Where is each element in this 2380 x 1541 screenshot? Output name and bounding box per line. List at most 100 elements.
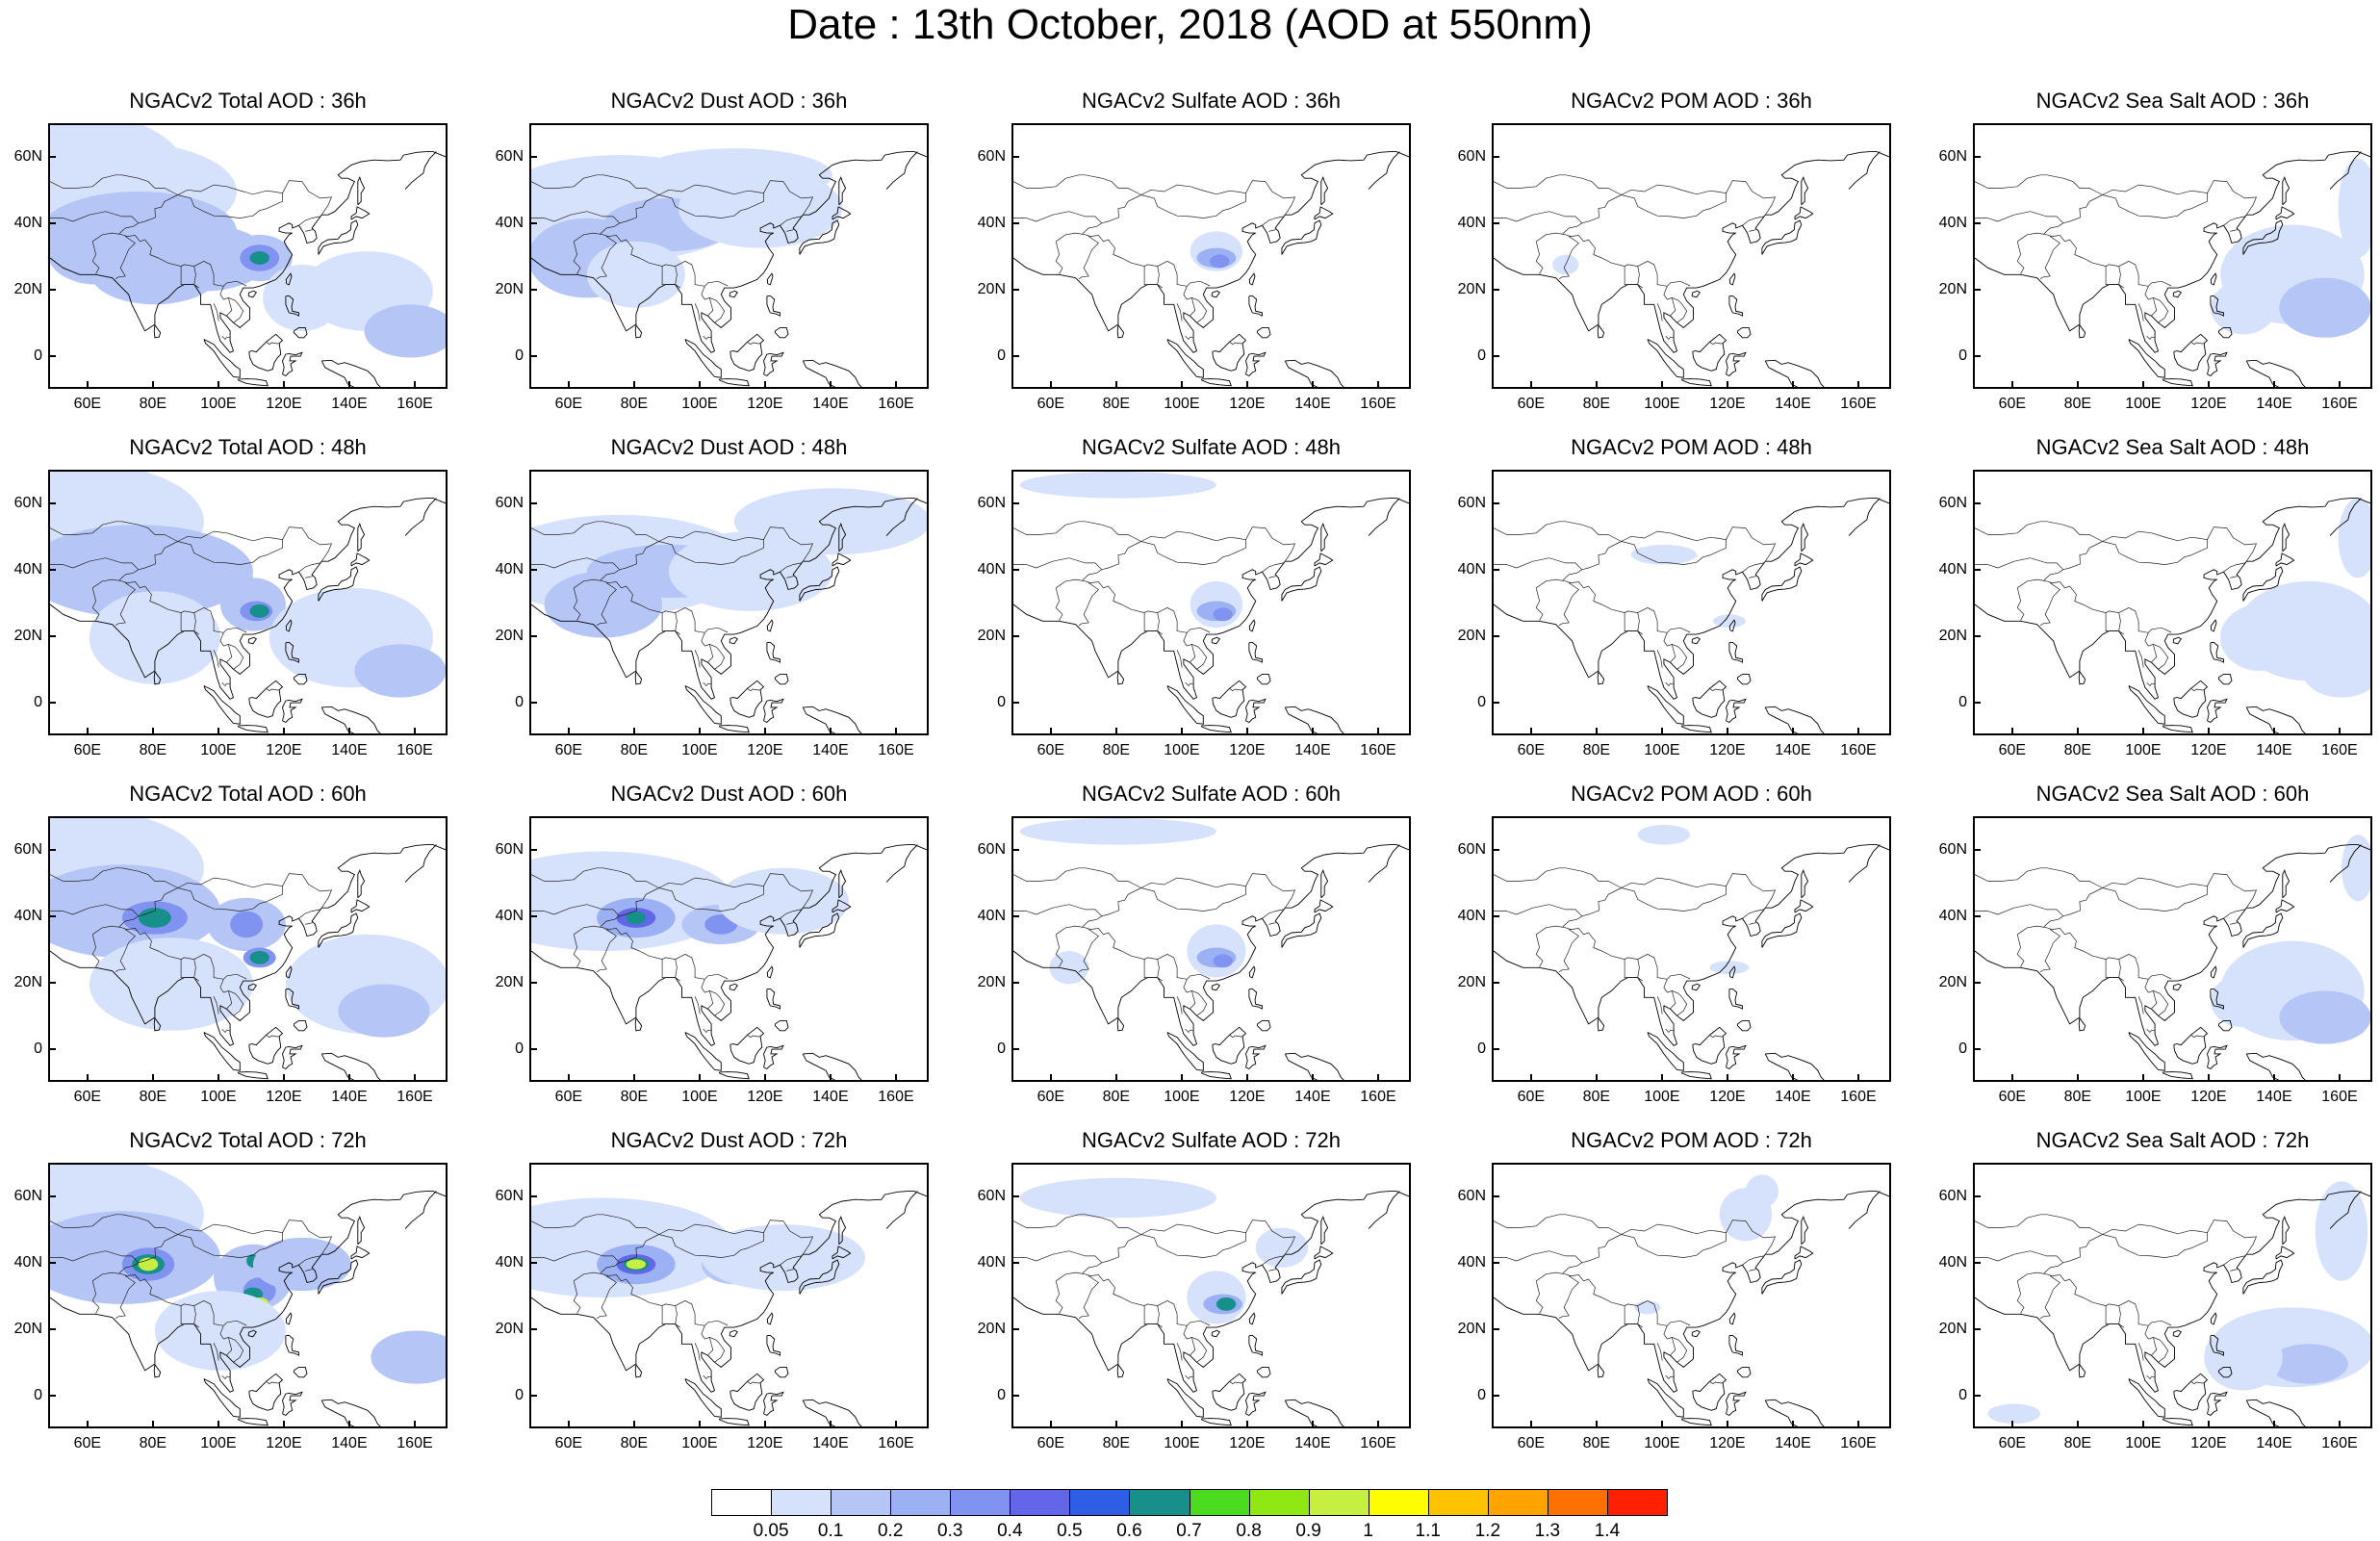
- coastline: [1284, 1399, 1344, 1426]
- coastline: [2210, 1334, 2224, 1356]
- coastline: [282, 1044, 303, 1070]
- country-border: [675, 1305, 680, 1328]
- coastline: [766, 641, 781, 663]
- country-border: [619, 1234, 659, 1264]
- lon-tick: [1660, 381, 1663, 389]
- coastline: [2217, 1366, 2233, 1378]
- lat-tick: [48, 1394, 56, 1397]
- country-border: [675, 959, 680, 982]
- coastline: [203, 1032, 241, 1071]
- coastline: [1281, 219, 1322, 255]
- map-plot-area: [1973, 1163, 2372, 1428]
- lat-tick: [1011, 1261, 1019, 1264]
- lat-label: 40N: [495, 907, 524, 924]
- lon-tick: [347, 381, 350, 389]
- aod-field: [1255, 1227, 1309, 1268]
- coastline: [1728, 965, 1736, 979]
- country-border: [1581, 541, 1622, 571]
- coastline: [1284, 1052, 1344, 1080]
- lon-tick: [829, 1421, 832, 1428]
- country-border: [219, 632, 244, 670]
- map-plot-area: [48, 816, 448, 1082]
- map-plot-area: [1492, 816, 1891, 1082]
- colorbar-swatch: [1368, 1489, 1429, 1516]
- lat-label: 20N: [495, 627, 524, 644]
- lon-label: 100E: [681, 396, 718, 412]
- coastline: [1736, 673, 1752, 685]
- lon-tick: [2338, 1074, 2341, 1082]
- aod-field: [1019, 1177, 1216, 1219]
- coastline: [729, 290, 738, 298]
- map-plot-area: [48, 1163, 448, 1428]
- country-border: [213, 1343, 219, 1361]
- coastline: [766, 619, 774, 632]
- colorbar-swatch: [1010, 1489, 1071, 1516]
- coastline: [763, 698, 784, 724]
- country-border: [1140, 184, 1246, 218]
- panel-title: NGACv2 Dust AOD : 48h: [610, 435, 848, 459]
- lon-tick: [1311, 381, 1314, 389]
- coastline: [1211, 290, 1220, 298]
- country-border: [707, 990, 714, 1009]
- coastline: [2210, 295, 2224, 317]
- country-border: [266, 1035, 280, 1039]
- country-border: [91, 587, 100, 621]
- coastline: [1368, 151, 1400, 190]
- lon-tick: [763, 381, 766, 389]
- lon-label: 80E: [1582, 742, 1611, 758]
- country-border: [1709, 342, 1724, 346]
- country-border: [2223, 909, 2245, 919]
- country-border: [221, 1028, 231, 1034]
- lon-tick: [763, 1421, 766, 1428]
- country-border: [1742, 562, 1764, 573]
- country-border: [1624, 1305, 1628, 1324]
- coastline: [763, 1391, 784, 1417]
- lon-tick: [2141, 1421, 2144, 1428]
- coastline: [1726, 1044, 1747, 1070]
- colorbar-label: 1: [1363, 1521, 1373, 1541]
- country-border: [1749, 576, 1756, 578]
- lon-tick: [1114, 1074, 1117, 1082]
- country-border: [574, 1271, 729, 1326]
- country-border: [1558, 929, 1579, 973]
- lon-tick: [632, 381, 635, 389]
- lon-label: 160E: [1360, 1435, 1396, 1451]
- lon-label: 140E: [331, 396, 368, 412]
- lon-label: 160E: [397, 1089, 433, 1105]
- coastline: [248, 680, 284, 718]
- coastline: [320, 1052, 381, 1080]
- lon-tick: [698, 728, 701, 735]
- country-border: [2062, 541, 2103, 571]
- country-border: [1183, 979, 1208, 1016]
- aod-field: [2338, 498, 2370, 578]
- lon-label: 80E: [2063, 1435, 2092, 1451]
- country-border: [2146, 1374, 2156, 1380]
- coastline: [404, 498, 437, 536]
- lat-label: 40N: [977, 560, 1006, 578]
- lon-tick: [763, 728, 766, 735]
- lat-tick: [529, 1327, 537, 1330]
- coastline: [719, 378, 750, 387]
- colorbar-swatch: [1487, 1489, 1548, 1516]
- country-border: [574, 578, 729, 633]
- country-border: [2039, 582, 2060, 627]
- lon-tick: [217, 728, 219, 735]
- lon-label: 160E: [397, 1435, 433, 1451]
- country-border: [92, 1271, 247, 1326]
- country-border: [2144, 632, 2169, 670]
- panel-title: NGACv2 POM AOD : 60h: [1571, 782, 1812, 806]
- country-border: [763, 180, 814, 216]
- lat-tick: [1973, 1327, 1981, 1330]
- country-border: [573, 587, 581, 621]
- country-border: [91, 934, 100, 967]
- coastline: [1256, 673, 1271, 685]
- country-border: [531, 904, 621, 928]
- lon-label: 80E: [620, 1089, 649, 1105]
- lat-label: 60N: [1457, 1187, 1486, 1204]
- coastline: [293, 673, 308, 685]
- country-border: [1101, 541, 1141, 571]
- lon-tick: [282, 1421, 285, 1428]
- map-plot-area: [1011, 470, 1411, 735]
- country-border: [1663, 979, 1688, 1016]
- lon-tick: [894, 381, 897, 389]
